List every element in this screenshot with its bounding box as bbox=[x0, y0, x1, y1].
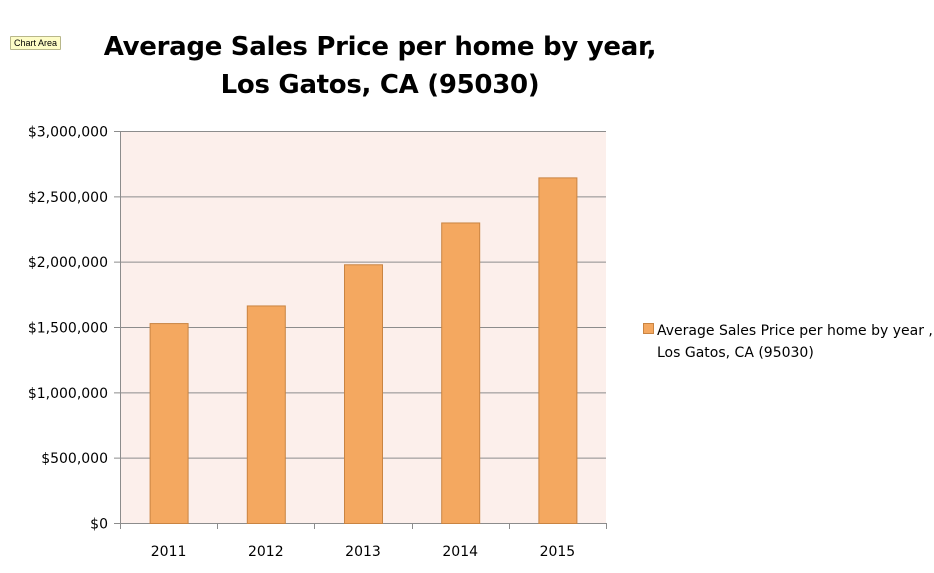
y-tick-label: $500,000 bbox=[41, 451, 108, 467]
x-tick-label: 2015 bbox=[540, 544, 576, 560]
bar bbox=[441, 222, 481, 524]
y-tick-label: $1,000,000 bbox=[28, 386, 108, 402]
x-tick-label: 2013 bbox=[345, 544, 381, 560]
chart-title: Average Sales Price per home by year, Lo… bbox=[40, 28, 720, 104]
bar bbox=[344, 264, 383, 524]
y-tick-label: $1,500,000 bbox=[28, 321, 108, 337]
bar bbox=[246, 305, 286, 524]
legend-label: Average Sales Price per home by year , L… bbox=[657, 323, 933, 361]
y-tick-label: $2,000,000 bbox=[28, 255, 108, 271]
chart-title-line-1: Average Sales Price per home by year, bbox=[103, 32, 657, 62]
chart-area-tooltip: Chart Area bbox=[10, 36, 62, 50]
x-tick-label: 2011 bbox=[151, 544, 187, 560]
x-tick-label: 2012 bbox=[248, 544, 284, 560]
bar bbox=[149, 323, 189, 524]
x-tick-label: 2014 bbox=[442, 544, 478, 560]
bar bbox=[538, 177, 578, 525]
y-tick-label: $0 bbox=[90, 517, 108, 533]
y-tick-label: $3,000,000 bbox=[28, 125, 108, 141]
chart-title-line-2: Los Gatos, CA (95030) bbox=[220, 70, 540, 100]
legend-swatch bbox=[643, 323, 654, 334]
y-tick-label: $2,500,000 bbox=[28, 190, 108, 206]
